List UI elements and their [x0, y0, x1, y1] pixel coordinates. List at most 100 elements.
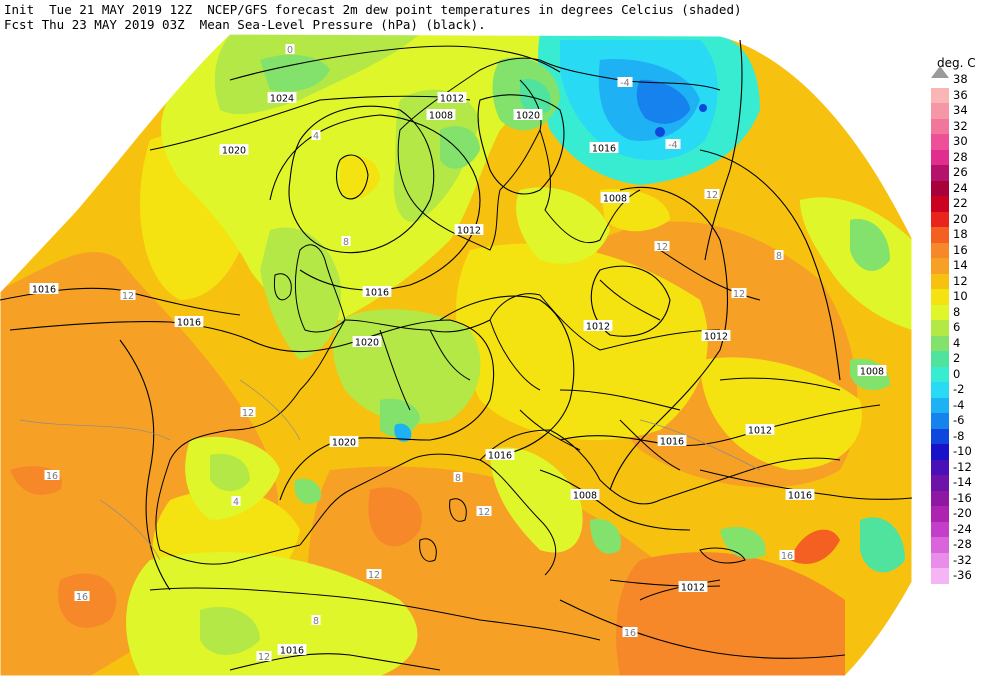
isobar-label: 1020 [355, 338, 379, 349]
legend-arrow-up-icon [931, 66, 949, 78]
legend-label: 32 [953, 118, 968, 133]
dewpoint-label: -4 [668, 140, 677, 151]
dewpoint-label-bg [774, 250, 784, 260]
legend-swatch [931, 335, 949, 352]
isobar-label: 1008 [603, 194, 627, 205]
legend-swatch [931, 537, 949, 553]
isobars [0, 39, 913, 671]
dewpoint-label-bg [256, 651, 272, 661]
legend-swatch [931, 552, 949, 569]
dewpoint-label: 16 [46, 471, 58, 482]
isobar-label: 1016 [365, 288, 389, 299]
header-line-init: Init Tue 21 MAY 2019 12Z NCEP/GFS foreca… [4, 2, 742, 17]
dewpoint-label-bg [665, 139, 681, 149]
dewpoint-label: 4 [233, 497, 239, 508]
coastlines [149, 57, 841, 641]
legend-label: 8 [953, 304, 961, 319]
legend-label: -36 [953, 568, 972, 582]
legend-swatch [931, 87, 949, 104]
legend-label: -2 [953, 382, 965, 396]
dewpoint-label: 12 [122, 291, 134, 302]
dewpoint-label: 12 [258, 652, 270, 663]
legend-label: 6 [953, 320, 961, 334]
legend-label: 0 [953, 366, 961, 381]
legend-swatch [931, 351, 949, 367]
dewpoint-label-bg [311, 615, 321, 625]
legend-swatch [931, 242, 949, 259]
header-line-forecast: Fcst Thu 23 MAY 2019 03Z Mean Sea-Level … [4, 17, 486, 32]
isobar-label-bg [267, 92, 297, 103]
legend-label: 20 [953, 211, 968, 226]
isobar-label: 1016 [592, 144, 616, 155]
legend-swatch [931, 459, 949, 476]
legend-swatch [931, 382, 949, 398]
legend-swatch [931, 149, 949, 166]
isobar-label: 1016 [788, 491, 812, 502]
isobar-label-bg [570, 489, 600, 500]
legend-swatch [931, 258, 949, 274]
legend-swatch [931, 289, 949, 305]
isobar-label: 1020 [332, 438, 356, 449]
dewpoint-label: 4 [313, 131, 319, 142]
legend-label: -10 [953, 444, 972, 458]
isobar-label-bg [352, 336, 382, 347]
isobar-label: 1016 [177, 318, 201, 329]
legend-label: -16 [953, 490, 972, 505]
dewpoint-label: 12 [706, 190, 718, 201]
isobar-label: 1012 [704, 332, 728, 343]
isobar-label-bg [437, 92, 467, 103]
dewpoint-label: -4 [620, 78, 629, 89]
legend-label: -8 [953, 428, 965, 443]
dewpoint-label-bg [44, 470, 60, 480]
dewpoint-label: 8 [313, 616, 319, 627]
dewpoint-label-bg [366, 569, 382, 579]
legend-label: 26 [953, 165, 968, 179]
isobar-label-bg [657, 435, 687, 446]
isobar-label-bg [678, 581, 708, 592]
legend-label: 14 [953, 258, 968, 272]
legend-label: 16 [953, 242, 968, 257]
legend-swatch [931, 397, 949, 414]
legend-label: 34 [953, 103, 968, 117]
isobar-label: 1024 [270, 94, 294, 105]
legend-swatch [931, 196, 949, 212]
legend-swatch [931, 413, 949, 429]
dewpoint-label-bg [779, 550, 795, 560]
isobar-label: 1016 [32, 285, 56, 296]
isobar-label-bg [277, 644, 307, 655]
isobar-label-bg [857, 365, 887, 376]
isobar-label-bg [329, 436, 359, 447]
dewpoint-label: 16 [624, 628, 636, 639]
isobar-label-bg [219, 144, 249, 155]
dewpoint-label-bg [311, 130, 321, 140]
legend-swatch [931, 490, 949, 507]
dewpoint-label-bg [453, 472, 463, 482]
dewpoint-label: 12 [368, 570, 380, 581]
legend-label: 22 [953, 196, 968, 210]
legend-swatch [931, 304, 949, 321]
legend-swatch [931, 211, 949, 228]
isobar-label-bg [513, 109, 543, 120]
dewpoint-label: 8 [455, 473, 461, 484]
legend-label: 12 [953, 273, 968, 288]
legend-label: -32 [953, 552, 972, 567]
isobar-label-bg [785, 489, 815, 500]
legend-swatch [931, 320, 949, 336]
dewpoint-label: 8 [343, 237, 349, 248]
dewpoint-shading [0, 34, 912, 676]
legend-swatch [931, 366, 949, 383]
legend-unit: deg. C [937, 56, 976, 70]
legend-label: 28 [953, 149, 968, 164]
legend-label: 38 [953, 72, 968, 86]
isobar-label-bg [362, 286, 392, 297]
dewpoint-label-bg [731, 288, 747, 298]
legend-swatch [931, 506, 949, 522]
isobar-label: 1012 [748, 426, 772, 437]
dewpoint-label: 12 [656, 242, 668, 253]
isobar-label-bg [745, 424, 775, 435]
legend-swatch [931, 428, 949, 445]
legend-label: -6 [953, 413, 965, 427]
legend-label: 24 [953, 180, 968, 195]
isobar-label-bg [701, 330, 731, 341]
dewpoint-labels: 0 4 8 12 16 -4 -4 12 12 8 12 12 16 16 12 4 8 12 12 8 16 [44, 44, 795, 663]
